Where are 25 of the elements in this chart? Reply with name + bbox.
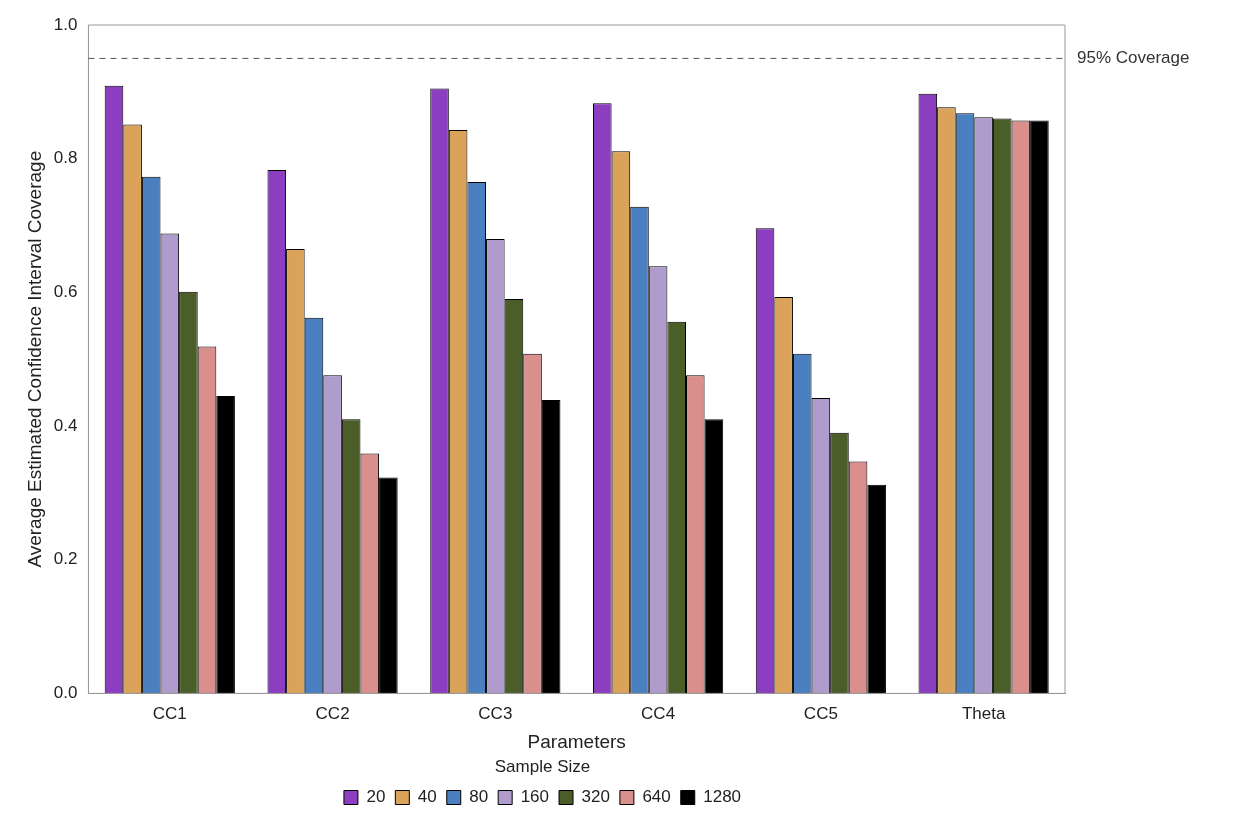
legend-label: 80 [469, 787, 489, 807]
bar [704, 419, 724, 694]
legend-label: 1280 [703, 787, 742, 807]
legend-label: 40 [417, 787, 437, 807]
y-tick-label: 0.6 [53, 282, 78, 302]
legend-label: 320 [581, 787, 610, 807]
legend-label: 20 [366, 787, 386, 807]
x-tick-label: Theta [961, 704, 1006, 724]
legend-label: 640 [642, 787, 671, 807]
y-tick-label: 1.0 [53, 14, 78, 34]
y-tick-label: 0.0 [53, 683, 78, 703]
ref-line-label: 95% Coverage [1077, 48, 1190, 68]
x-tick-label: CC4 [641, 704, 676, 724]
x-tick-label: CC3 [478, 704, 513, 724]
y-tick-label: 0.8 [53, 148, 78, 168]
x-tick-label: CC2 [315, 704, 350, 724]
legend-title: Sample Size [494, 756, 591, 776]
bar [541, 399, 561, 694]
x-tick-label: CC5 [803, 704, 838, 724]
legend-label: 160 [520, 787, 550, 807]
y-tick-label: 0.4 [53, 415, 78, 435]
x-axis-title: Parameters [527, 731, 626, 753]
y-axis-title: Average Estimated Confidence Interval Coverage [23, 150, 45, 568]
y-tick-label: 0.2 [53, 549, 78, 569]
x-tick-label: CC1 [152, 704, 187, 724]
